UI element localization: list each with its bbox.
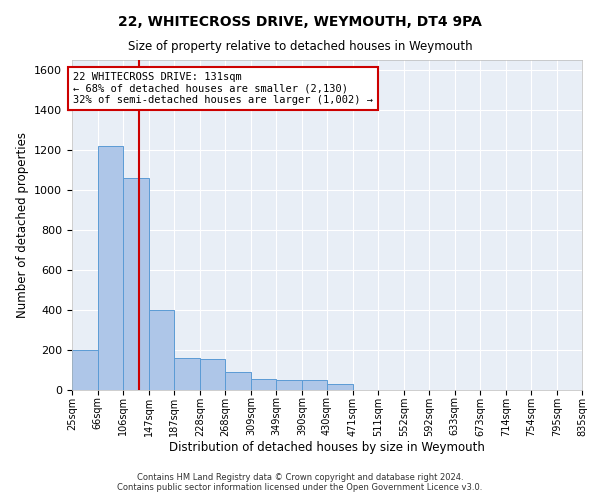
Bar xyxy=(149,310,174,390)
Y-axis label: Number of detached properties: Number of detached properties xyxy=(16,132,29,318)
Bar xyxy=(225,372,251,390)
Bar xyxy=(276,380,302,390)
Bar xyxy=(72,350,98,390)
Bar xyxy=(251,379,276,390)
Text: Size of property relative to detached houses in Weymouth: Size of property relative to detached ho… xyxy=(128,40,472,53)
Bar xyxy=(123,178,149,390)
Text: Contains HM Land Registry data © Crown copyright and database right 2024.
Contai: Contains HM Land Registry data © Crown c… xyxy=(118,473,482,492)
Text: 22 WHITECROSS DRIVE: 131sqm
← 68% of detached houses are smaller (2,130)
32% of : 22 WHITECROSS DRIVE: 131sqm ← 68% of det… xyxy=(73,72,373,105)
Bar xyxy=(174,358,200,390)
Bar xyxy=(200,359,225,390)
Text: 22, WHITECROSS DRIVE, WEYMOUTH, DT4 9PA: 22, WHITECROSS DRIVE, WEYMOUTH, DT4 9PA xyxy=(118,15,482,29)
Bar xyxy=(327,384,353,390)
X-axis label: Distribution of detached houses by size in Weymouth: Distribution of detached houses by size … xyxy=(169,442,485,454)
Bar xyxy=(302,380,327,390)
Bar xyxy=(98,146,123,390)
